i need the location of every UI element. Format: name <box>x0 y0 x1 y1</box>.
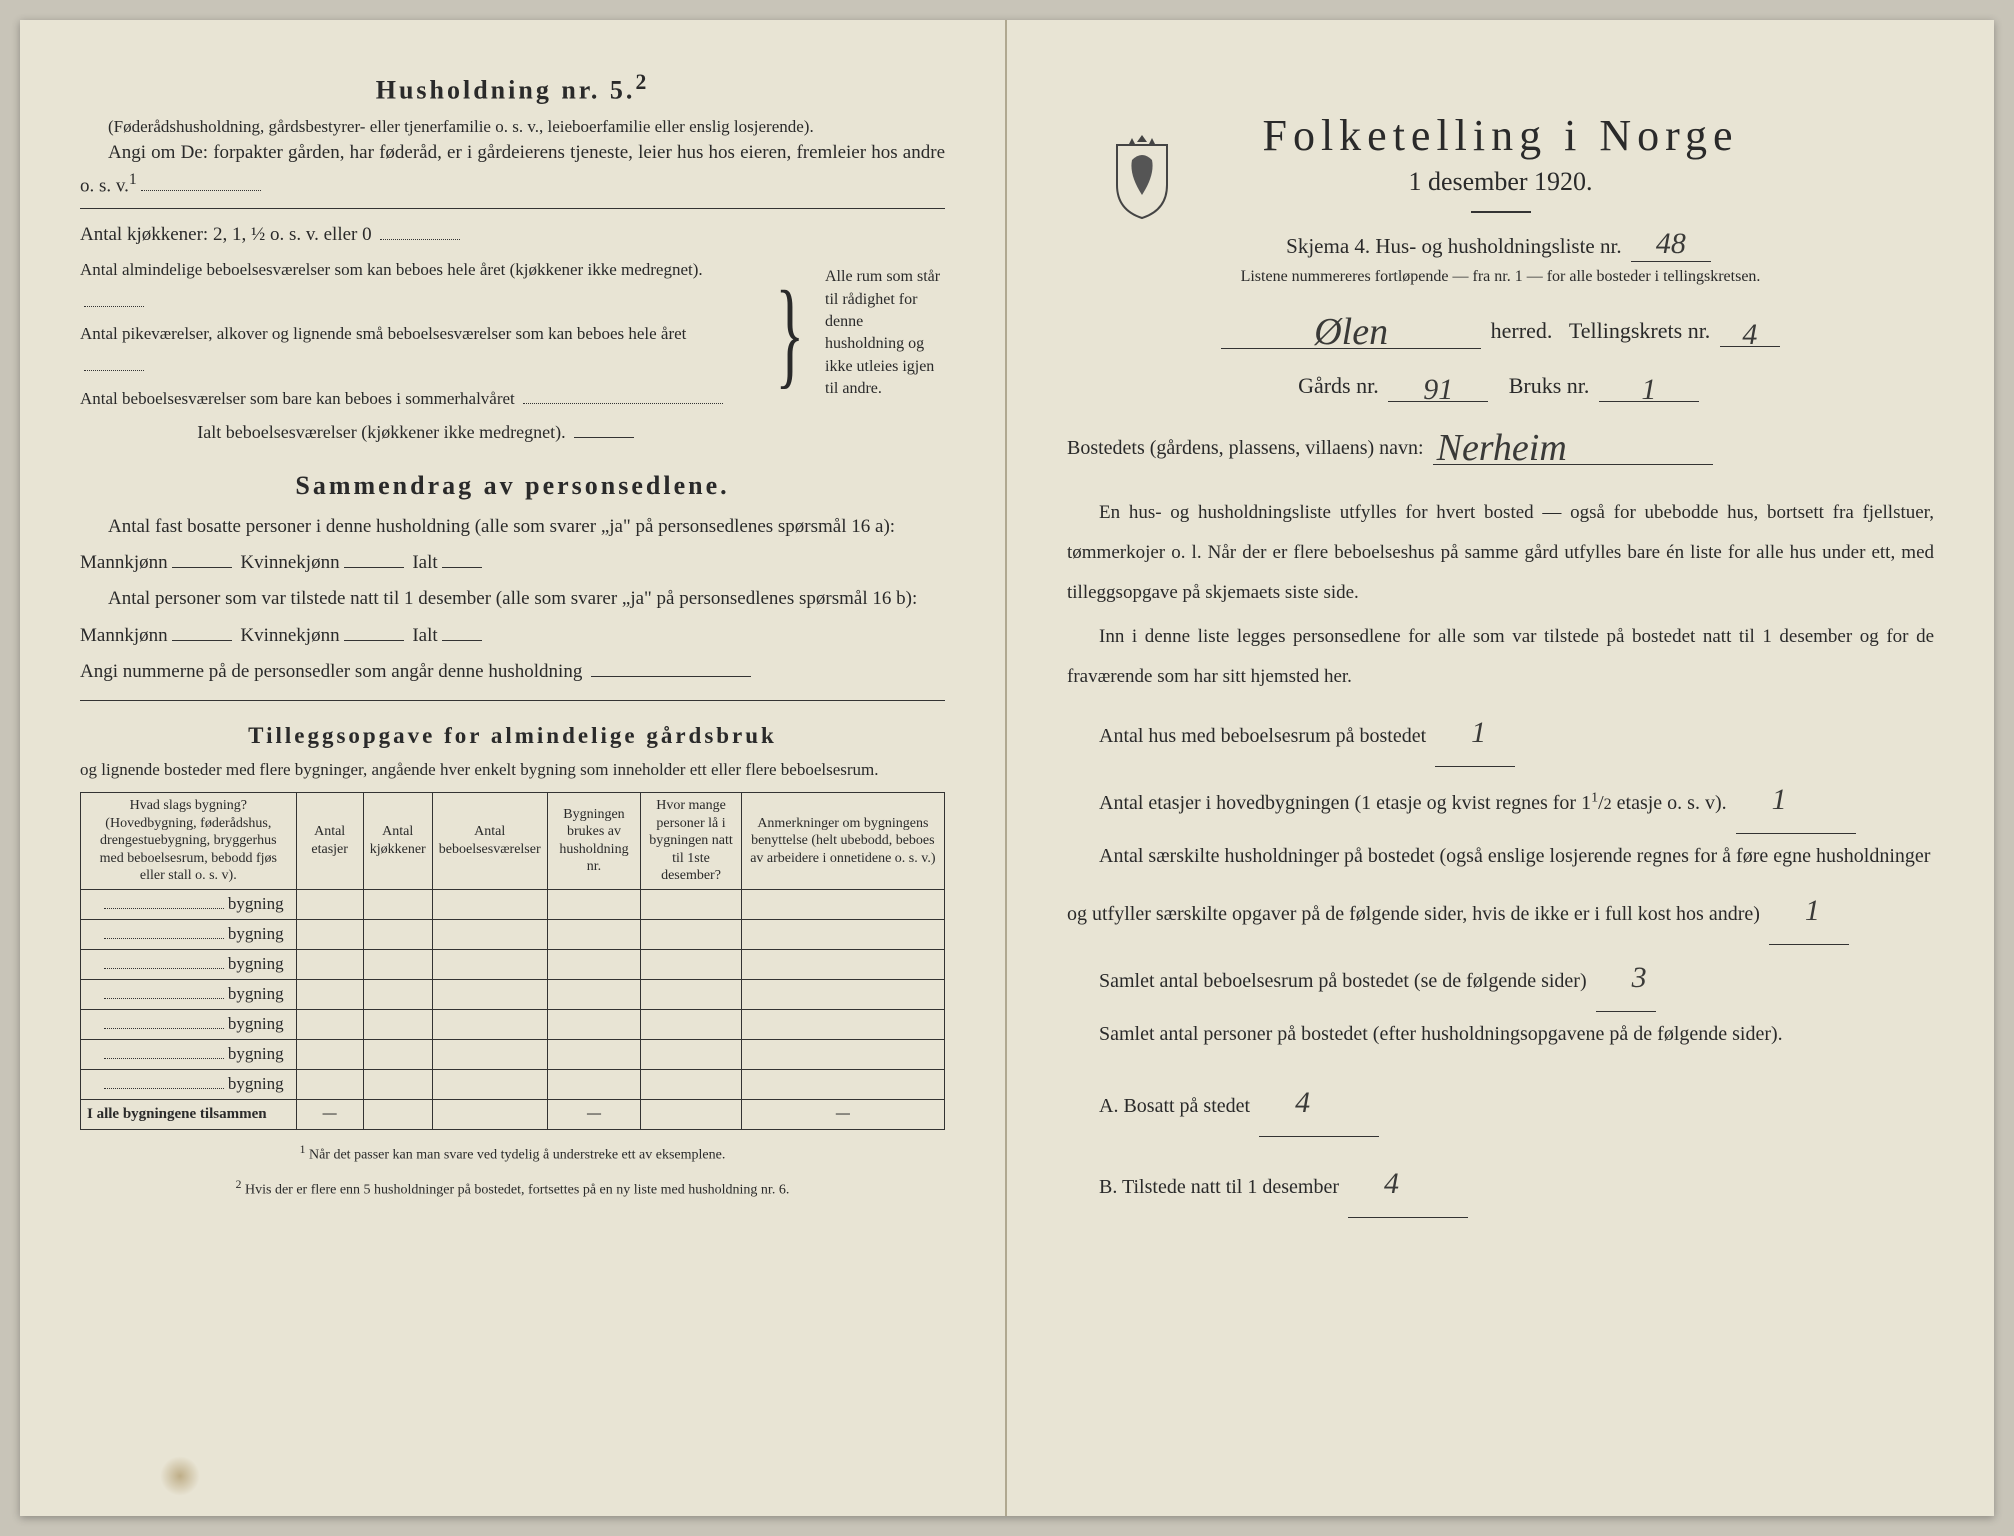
coat-of-arms-icon <box>1107 130 1177 220</box>
col-anmerk: Anmerkninger om bygningens benyttelse (h… <box>741 793 944 890</box>
h5-note1: (Føderådshusholdning, gårdsbestyrer- ell… <box>80 114 945 140</box>
para1: En hus- og husholdningsliste utfylles fo… <box>1067 493 1934 613</box>
brace-note: Alle rum som står til rådighet for denne… <box>825 266 945 400</box>
table-total-row: I alle bygningene tilsammen — — — <box>81 1099 945 1129</box>
right-page: Folketelling i Norge 1 desember 1920. Sk… <box>1007 20 1994 1516</box>
husholdning-title: Husholdning nr. 5.2 <box>80 70 945 106</box>
col-etasjer: Antal etasjer <box>296 793 363 890</box>
sammendrag-title: Sammendrag av personsedlene. <box>80 471 945 501</box>
header-block: Folketelling i Norge 1 desember 1920. Sk… <box>1067 110 1934 286</box>
angi-line: Angi nummerne på de personsedler som ang… <box>80 654 945 690</box>
col-kjokkener: Antal kjøkkener <box>363 793 432 890</box>
col-hushold: Bygningen brukes av husholdning nr. <box>547 793 641 890</box>
q-personer: Samlet antal personer på bostedet (efter… <box>1067 1012 1934 1056</box>
gards-row: Gårds nr. 91 Bruks nr. 1 <box>1067 367 1934 402</box>
col-vaerelser: Antal beboelsesværelser <box>432 793 547 890</box>
rooms-block: Antal kjøkkener: 2, 1, ½ o. s. v. eller … <box>80 217 945 449</box>
paper-stain <box>160 1456 200 1496</box>
table-row: bygning <box>81 919 945 949</box>
main-title: Folketelling i Norge <box>1067 110 1934 161</box>
para2: Inn i denne liste legges personsedlene f… <box>1067 617 1934 697</box>
q-husholdninger: Antal særskilte husholdninger på bostede… <box>1067 834 1934 945</box>
curly-brace: } <box>773 273 808 393</box>
table-row: bygning <box>81 1039 945 1069</box>
q-bosatt: A. Bosatt på stedet 4 <box>1067 1070 1934 1137</box>
herred-row: Ølen herred. Tellingskrets nr. 4 <box>1067 304 1934 349</box>
q-tilstede: B. Tilstede natt til 1 desember 4 <box>1067 1151 1934 1218</box>
q-etasjer: Antal etasjer i hovedbygningen (1 etasje… <box>1067 767 1934 834</box>
listene-note: Listene nummereres fortløpende — fra nr.… <box>1067 268 1934 286</box>
document-spread: Husholdning nr. 5.2 (Føderådshusholdning… <box>20 20 1994 1516</box>
q-beboelsesrum: Samlet antal beboelsesrum på bostedet (s… <box>1067 945 1934 1012</box>
divider <box>1471 211 1531 213</box>
table-row: bygning <box>81 1009 945 1039</box>
footnote1: 1 Når det passer kan man svare ved tydel… <box>80 1142 945 1165</box>
q-hus: Antal hus med beboelsesrum på bostedet 1 <box>1067 700 1934 767</box>
table-row: bygning <box>81 1069 945 1099</box>
table-row: bygning <box>81 979 945 1009</box>
sammen-line2: Antal personer som var tilstede natt til… <box>80 581 945 653</box>
table-row: bygning <box>81 889 945 919</box>
col-type: Hvad slags bygning? (Hovedbygning, føder… <box>81 793 297 890</box>
left-page: Husholdning nr. 5.2 (Føderådshusholdning… <box>20 20 1007 1516</box>
census-date: 1 desember 1920. <box>1067 167 1934 197</box>
instructions: En hus- og husholdningsliste utfylles fo… <box>1067 493 1934 696</box>
tillegg-title: Tilleggsopgave for almindelige gårdsbruk <box>80 723 945 749</box>
building-table: Hvad slags bygning? (Hovedbygning, føder… <box>80 792 945 1130</box>
footnote2: 2 Hvis der er flere enn 5 husholdninger … <box>80 1177 945 1200</box>
bosted-row: Bostedets (gårdens, plassens, villaens) … <box>1067 420 1934 465</box>
col-personer: Hvor mange personer lå i bygningen natt … <box>641 793 741 890</box>
sammen-line1: Antal fast bosatte personer i denne hush… <box>80 509 945 581</box>
table-row: bygning <box>81 949 945 979</box>
skjema-line: Skjema 4. Hus- og husholdningsliste nr. … <box>1067 227 1934 262</box>
h5-note2: Angi om De: forpakter gården, har føderå… <box>80 139 945 200</box>
table-header-row: Hvad slags bygning? (Hovedbygning, føder… <box>81 793 945 890</box>
tillegg-sub: og lignende bosteder med flere bygninger… <box>80 757 945 783</box>
